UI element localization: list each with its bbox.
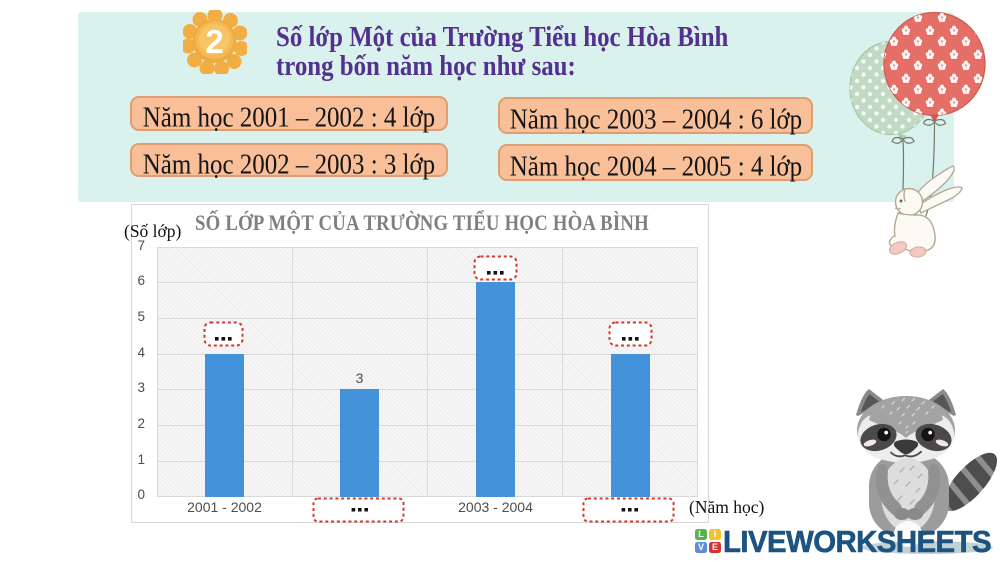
svg-text:2: 2 (205, 23, 223, 60)
